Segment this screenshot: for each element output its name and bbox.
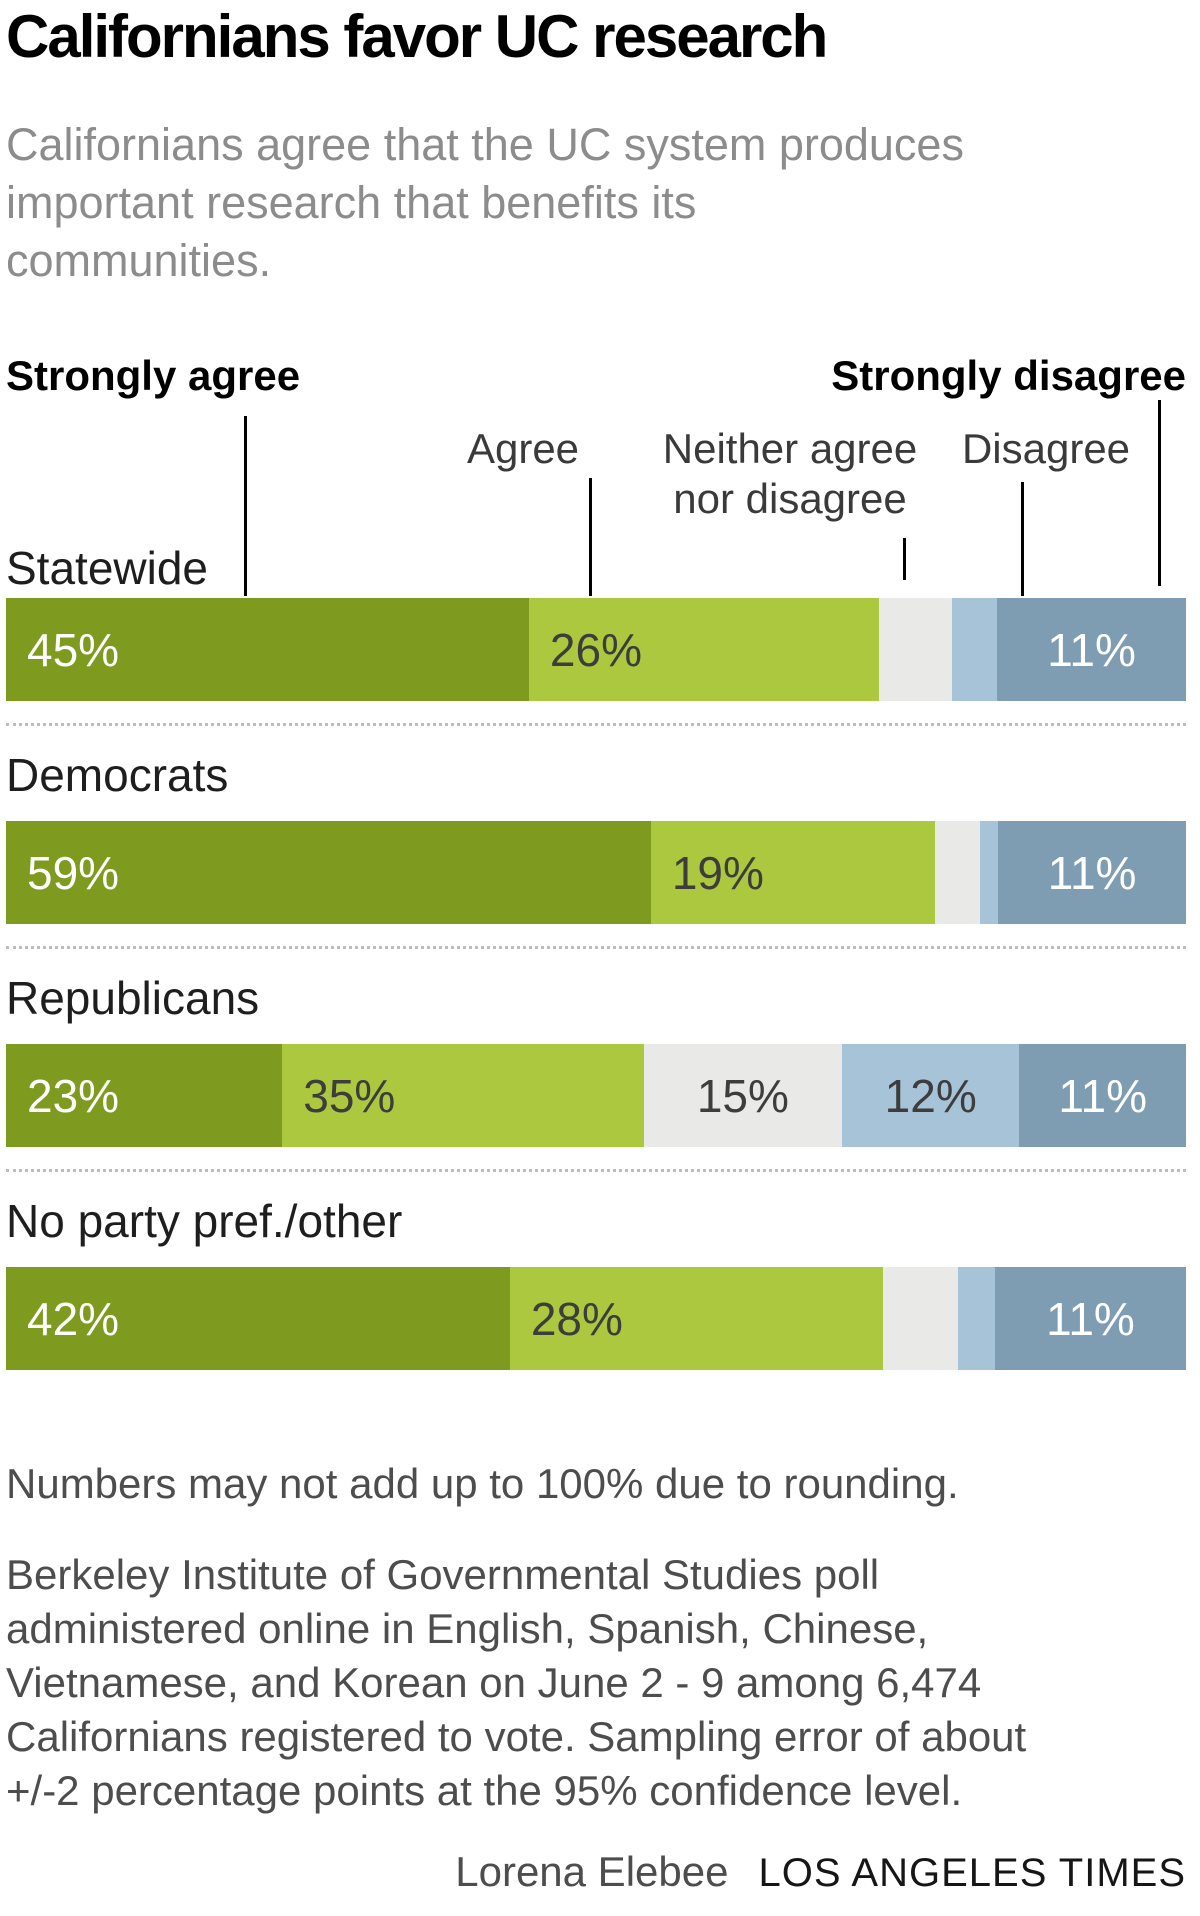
segment-value-label: 59% [27, 846, 120, 899]
leader-line-neither [903, 538, 906, 580]
bar-no-party: 42% 28% 11% [6, 1267, 1186, 1370]
segment-value-label: 26% [549, 623, 642, 676]
category-label-no-party: No party pref./other [6, 1195, 403, 1247]
segment-value-label: 11% [1047, 623, 1136, 676]
category-label-democrats: Democrats [6, 749, 229, 801]
segment-value-label: 11% [1058, 1069, 1147, 1122]
bar-segment-strongly-agree: 59% [6, 821, 651, 924]
bar-segment-neither [883, 1267, 958, 1370]
source-note: Berkeley Institute of Governmental Studi… [6, 1551, 1027, 1814]
bar-segment-disagree [980, 821, 999, 924]
bar-segment-strongly-agree: 42% [6, 1267, 510, 1370]
segment-value-label: 35% [303, 1069, 396, 1122]
bar-segment-neither: 15% [643, 1044, 843, 1147]
bar-segment-disagree [951, 598, 998, 701]
segment-value-label: 28% [530, 1292, 623, 1345]
category-label-republicans: Republicans [6, 972, 260, 1024]
bar-segment-strongly-disagree: 11% [997, 598, 1186, 701]
bar-segment-strongly-disagree: 11% [998, 821, 1187, 924]
leader-line-strongly-agree [244, 416, 247, 596]
credit-line: Lorena Elebee LOS ANGELES TIMES [6, 1848, 1186, 1896]
page-title: Californians favor UC research [6, 3, 828, 70]
segment-value-label: 19% [671, 846, 764, 899]
legend-agree: Agree [466, 425, 580, 472]
segment-value-label: 15% [696, 1069, 789, 1122]
segment-value-label: 11% [1047, 846, 1137, 899]
bar-segment-neither [935, 821, 981, 924]
chart-subtitle: Californians agree that the UC system pr… [6, 119, 964, 286]
leader-line-agree [589, 478, 592, 596]
leader-line-disagree [1021, 482, 1024, 596]
leader-line-strongly-disagree [1158, 400, 1161, 586]
segment-value-label: 12% [884, 1069, 977, 1122]
segment-value-label: 42% [27, 1292, 120, 1345]
rounding-note: Numbers may not add up to 100% due to ro… [6, 1460, 959, 1507]
bar-segment-strongly-disagree: 11% [995, 1267, 1186, 1370]
legend-strongly-agree: Strongly agree [6, 352, 301, 399]
segment-value-label: 45% [27, 623, 120, 676]
bar-segment-neither [878, 598, 952, 701]
bar-segment-strongly-agree: 23% [6, 1044, 283, 1147]
segment-value-label: 23% [27, 1069, 120, 1122]
category-label-statewide: Statewide [6, 542, 209, 594]
legend-neither: Neither agree nor disagree [662, 425, 918, 522]
legend-zone: Strongly agree Strongly disagree Agree N… [6, 352, 1186, 598]
dotted-separator [6, 1169, 1186, 1172]
bar-segment-strongly-agree: 45% [6, 598, 529, 701]
segment-value-label: 11% [1046, 1292, 1135, 1345]
dotted-separator [6, 723, 1186, 726]
bar-segment-disagree: 12% [842, 1044, 1020, 1147]
bar-segment-agree: 28% [509, 1267, 884, 1370]
legend-strongly-disagree: Strongly disagree [831, 352, 1186, 399]
publisher-wordmark: LOS ANGELES TIMES [758, 1851, 1186, 1895]
bar-republicans: 23% 35% 15% 12% 11% [6, 1044, 1186, 1147]
bar-statewide: 45% 26% 11% [6, 598, 1186, 701]
bar-segment-agree: 26% [528, 598, 879, 701]
dotted-separator [6, 946, 1186, 949]
bar-segment-agree: 35% [282, 1044, 644, 1147]
bar-segment-strongly-disagree: 11% [1019, 1044, 1186, 1147]
bar-segment-disagree [957, 1267, 996, 1370]
bar-segment-agree: 19% [650, 821, 936, 924]
bar-democrats: 59% 19% 11% [6, 821, 1187, 924]
legend-disagree: Disagree [961, 425, 1131, 472]
credit-author: Lorena Elebee [455, 1848, 729, 1895]
